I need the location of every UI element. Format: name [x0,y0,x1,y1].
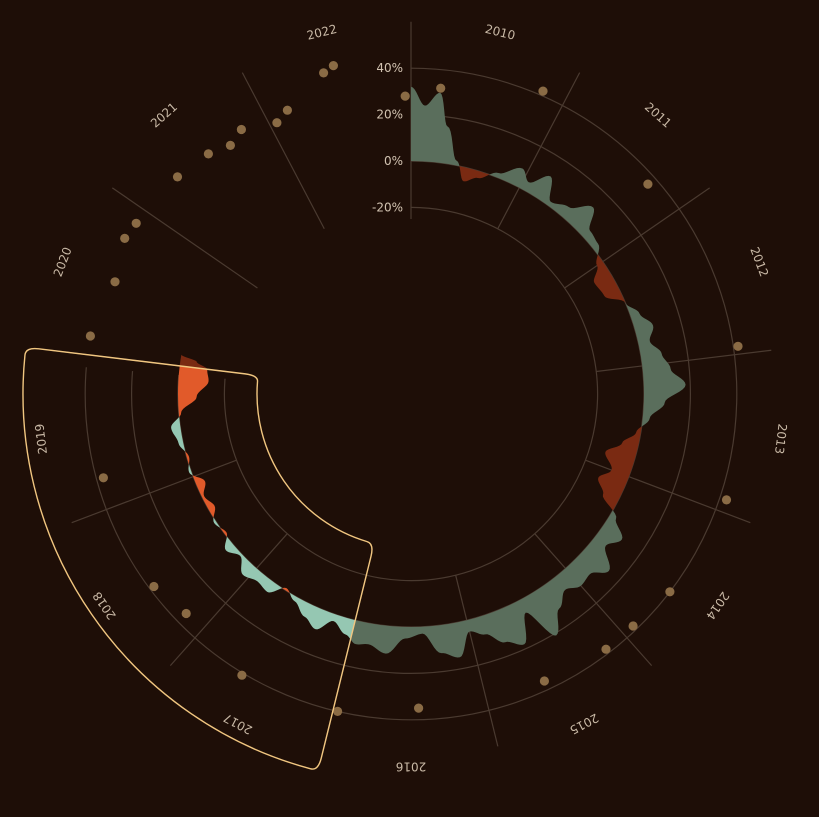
data-dot [131,218,141,228]
grid-ring [177,160,645,628]
data-dot [643,179,653,189]
grid-ring [84,67,738,721]
year-label: 2013 [772,423,790,455]
data-dot [436,83,446,93]
data-dot [110,277,120,287]
positive-area [625,303,686,427]
data-dot [172,172,183,182]
data-dot [400,91,410,101]
year-spoke [241,72,325,230]
data-dot [328,61,338,71]
y-tick-label: 40% [376,61,403,75]
positive-area [489,167,600,255]
negative-area [459,166,490,182]
negative-area [220,527,228,537]
year-label: 2017 [221,711,255,738]
year-spoke [596,349,772,373]
year-label: 2015 [567,711,601,738]
positive-area [411,86,460,167]
year-spoke [455,575,499,747]
year-spoke [111,187,258,289]
y-tick-label: 0% [384,154,403,168]
data-dot [120,233,130,243]
positive-area [224,536,283,593]
negative-area [593,254,626,304]
y-tick-label: -20% [372,200,403,214]
negative-area [282,587,290,593]
year-spoke [169,533,288,667]
year-label: 2019 [32,423,50,455]
grid-ring [223,206,599,582]
year-label: 2014 [703,589,732,622]
data-dot [414,703,424,713]
year-label: 2021 [148,100,180,131]
data-dot [319,68,329,78]
chart-areas [171,86,686,658]
data-dot [225,140,235,150]
year-spoke [564,187,711,289]
data-dot [236,124,246,135]
year-spoke [71,459,237,524]
highlight-outline [22,347,373,770]
positive-area [171,417,186,452]
data-dot [601,644,611,654]
highlight-outline-path [22,347,373,770]
negative-area [192,475,216,518]
grid-ring [131,114,691,674]
chart-dots [85,61,743,717]
positive-area [350,510,623,658]
data-dot [98,473,108,483]
data-dot [733,341,743,351]
data-dot [149,581,159,592]
positive-area [213,517,221,528]
year-spoke [497,72,581,230]
year-label: 2022 [305,22,338,43]
data-dot [282,105,292,115]
year-label: 2010 [484,22,517,43]
year-spoke [534,533,653,667]
data-dot [333,706,343,717]
data-dot [538,86,548,96]
data-dot [665,587,675,597]
positive-area [188,464,193,476]
year-label: 2016 [396,760,427,774]
year-label: 2020 [51,245,75,279]
data-dot [237,670,247,680]
data-dot [203,149,213,159]
data-dot [721,495,732,505]
year-label: 2011 [642,100,674,131]
data-dot [539,676,550,686]
data-dot [181,608,191,619]
negative-area [177,365,209,418]
data-dot [85,331,95,341]
negative-area [185,451,190,465]
negative-area [179,354,208,370]
data-dot [628,621,638,631]
positive-area [289,592,356,640]
y-tick-label: 20% [376,108,403,122]
data-dot [272,118,282,128]
negative-area [598,426,642,511]
year-label: 2012 [747,245,771,279]
